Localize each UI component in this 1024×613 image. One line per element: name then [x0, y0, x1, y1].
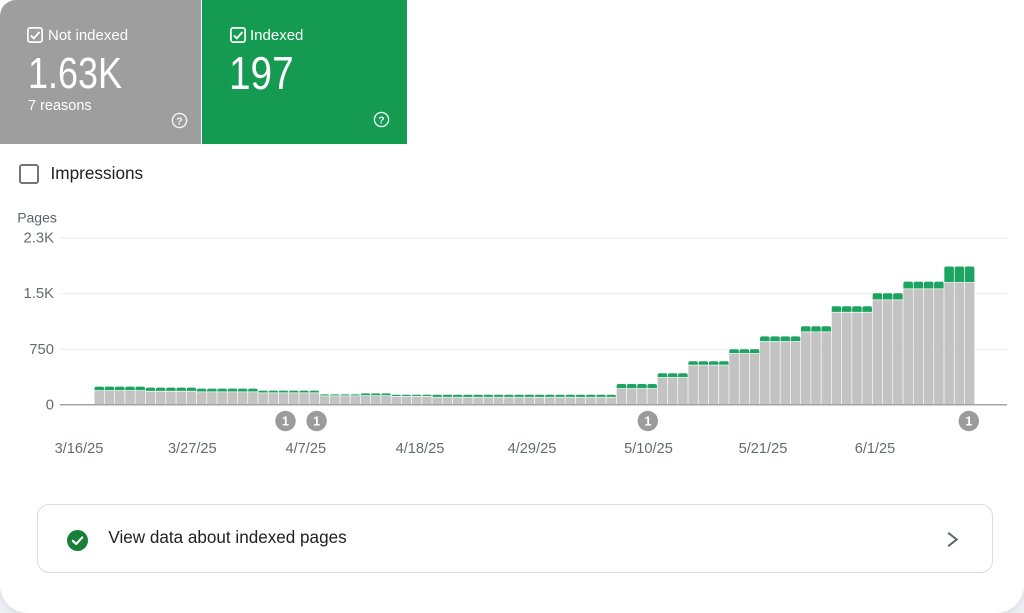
- svg-text:3/16/25: 3/16/25: [55, 441, 104, 457]
- svg-text:0: 0: [46, 398, 54, 414]
- svg-text:4/18/25: 4/18/25: [396, 441, 445, 457]
- svg-text:750: 750: [29, 342, 54, 358]
- svg-text:4/29/25: 4/29/25: [508, 441, 557, 457]
- svg-text:1: 1: [282, 415, 289, 429]
- svg-text:1: 1: [965, 415, 972, 429]
- svg-text:1: 1: [644, 415, 651, 429]
- svg-text:1: 1: [313, 415, 320, 429]
- svg-text:?: ?: [176, 115, 182, 127]
- svg-text:2.3K: 2.3K: [24, 231, 55, 247]
- svg-text:4/7/25: 4/7/25: [286, 441, 327, 457]
- svg-text:5/21/25: 5/21/25: [739, 441, 788, 457]
- svg-text:6/1/25: 6/1/25: [855, 441, 896, 457]
- svg-text:3/27/25: 3/27/25: [168, 441, 217, 457]
- svg-text:?: ?: [379, 114, 385, 126]
- svg-text:5/10/25: 5/10/25: [624, 441, 673, 457]
- svg-text:1.5K: 1.5K: [24, 286, 55, 302]
- svg-text:Pages: Pages: [17, 210, 57, 226]
